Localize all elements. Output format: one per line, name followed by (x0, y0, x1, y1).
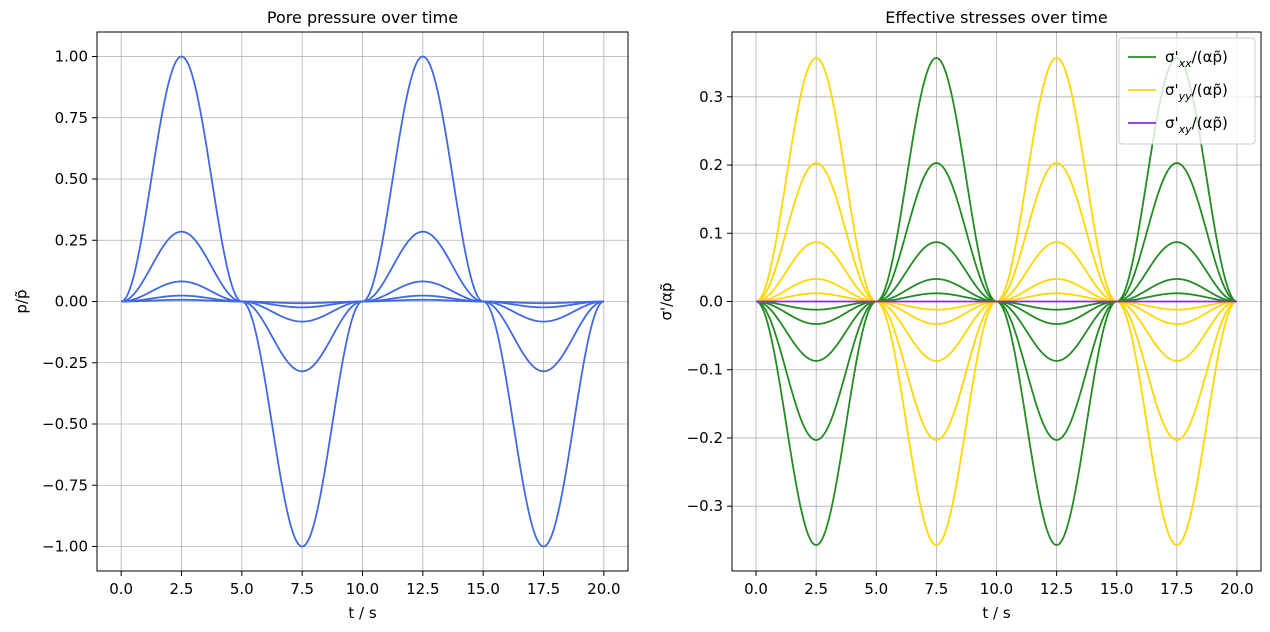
legend-entry: σ'xx/(αp̃) (1165, 48, 1228, 70)
legend-entry-main: σ' (1165, 81, 1179, 99)
x-tick-label: 5.0 (230, 580, 254, 598)
y-tick-label: 0.50 (55, 170, 88, 188)
x-tick-label: 15.0 (466, 580, 499, 598)
y-tick-label: 0.00 (55, 293, 88, 311)
legend: σ'xx/(αp̃)σ'yy/(αp̃)σ'xy/(αp̃) (1118, 37, 1256, 145)
x-tick-label: 20.0 (587, 580, 620, 598)
y-tick-label: 0.3 (699, 88, 723, 106)
y-tick-label: −0.1 (687, 361, 723, 379)
x-tick-label: 7.5 (924, 580, 948, 598)
series-lines (755, 57, 1238, 546)
x-tick-label: 15.0 (1100, 580, 1133, 598)
y-tick-label: 1.00 (55, 48, 88, 66)
y-tick-label: −0.2 (687, 429, 723, 447)
y-axis-label: p/p̃ (13, 289, 31, 313)
y-tick-label: −0.50 (42, 415, 88, 433)
x-tick-label: 7.5 (290, 580, 314, 598)
legend-entry-tail: /(αp̃) (1192, 48, 1228, 66)
series-line-1-5 (121, 298, 604, 305)
x-tick-label: 20.0 (1220, 580, 1253, 598)
y-tick-label: −0.75 (42, 476, 88, 494)
legend-entry-tail: /(αp̃) (1192, 81, 1228, 99)
y-tick-label: −1.00 (42, 538, 88, 556)
y-tick-label: 0.0 (699, 293, 723, 311)
legend-entry-main: σ' (1165, 48, 1179, 66)
y-tick-label: −0.3 (687, 497, 723, 515)
x-tick-label: 12.5 (1040, 580, 1073, 598)
legend-box (1118, 37, 1256, 145)
legend-entry-main: σ' (1165, 114, 1179, 132)
y-tick-label: 0.1 (699, 224, 723, 242)
x-tick-label: 0.0 (109, 580, 133, 598)
x-tick-label: 0.0 (744, 580, 768, 598)
legend-entry: σ'xy/(αp̃) (1165, 114, 1228, 136)
y-tick-label: −0.25 (42, 354, 88, 372)
legend-entry-sub: xy (1178, 123, 1193, 136)
x-axis-label: t / s (348, 604, 376, 622)
x-tick-label: 12.5 (406, 580, 439, 598)
chart-title: Pore pressure over time (267, 8, 458, 27)
x-tick-label: 2.5 (170, 580, 194, 598)
chart-panel-2: 0.0 2.5 5.0 7.5 10.0 12.5 15.0 17.5 20.0 −0.3 −0.2… (658, 8, 1262, 622)
y-tick-label: 0.25 (55, 231, 88, 249)
legend-entry: σ'yy/(αp̃) (1165, 81, 1228, 103)
legend-entry-sub: xx (1178, 57, 1193, 70)
x-axis-label: t / s (982, 604, 1010, 622)
x-tick-label: 2.5 (804, 580, 828, 598)
chart-title: Effective stresses over time (885, 8, 1107, 27)
chart-panel-1: 0.0 2.5 5.0 7.5 10.0 12.5 15.0 17.5 20.0 −1.00 −0.… (13, 8, 629, 622)
y-tick-label: 0.2 (699, 156, 723, 174)
x-tick-label: 5.0 (864, 580, 888, 598)
x-tick-label: 17.5 (527, 580, 560, 598)
legend-entry-sub: yy (1178, 90, 1193, 103)
y-tick-label: 0.75 (55, 109, 88, 127)
y-axis-label: σ'/αp̃ (658, 282, 676, 320)
x-tick-label: 17.5 (1160, 580, 1193, 598)
x-tick-label: 10.0 (980, 580, 1013, 598)
x-tick-label: 10.0 (346, 580, 379, 598)
series-lines (120, 55, 605, 548)
legend-entry-tail: /(αp̃) (1192, 114, 1228, 132)
